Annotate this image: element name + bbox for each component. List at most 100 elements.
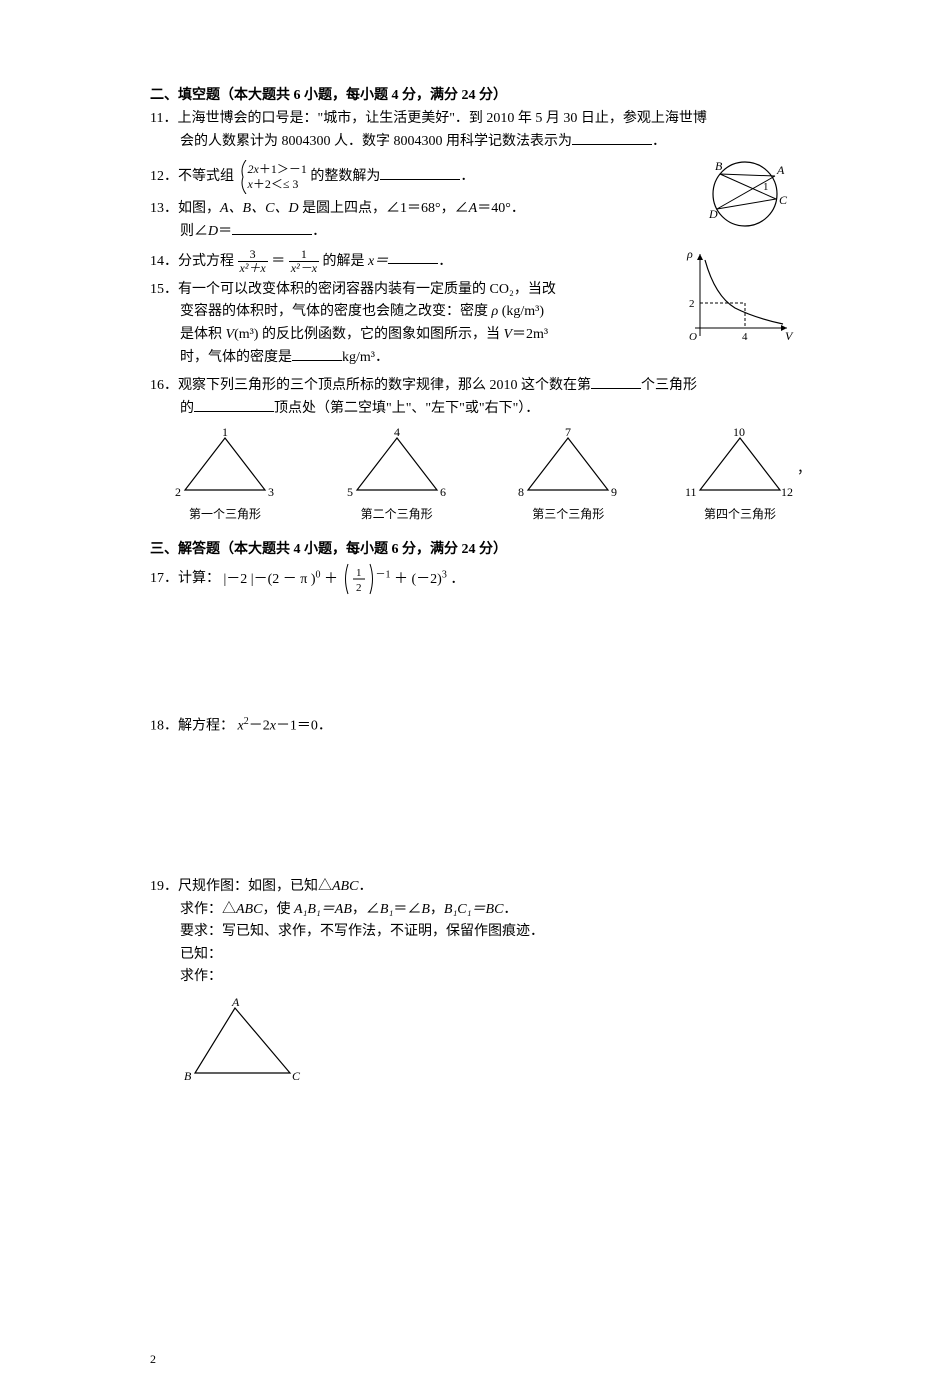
- svg-text:2: 2: [175, 485, 181, 499]
- q17-num: 17．: [150, 572, 178, 587]
- tri-1: 1 2 3 第一个三角形: [170, 428, 280, 522]
- q15-l3b: V: [226, 327, 235, 342]
- q14-pre: 分式方程: [178, 253, 234, 268]
- q13-end: ．: [312, 224, 326, 239]
- svg-text:B: B: [715, 159, 723, 173]
- q12-sysbot: x＋2＜≤ 3: [248, 177, 299, 191]
- svg-text:11: 11: [685, 485, 697, 499]
- section3-header: 三、解答题（本大题共 4 小题，每小题 6 分，满分 24 分）: [150, 538, 795, 558]
- q13-l1e: ＝40°．: [477, 201, 525, 216]
- section2-header: 二、填空题（本大题共 6 小题，每小题 4 分，满分 24 分）: [150, 84, 795, 104]
- q15-l2c: (kg/m³): [498, 304, 544, 319]
- q16-blank1: [591, 374, 641, 389]
- svg-text:3: 3: [268, 485, 274, 499]
- q15-l2a: 变容器的体积时，气体的密度也会随之改变：密度: [180, 304, 492, 319]
- q13-l1c: 是圆上四点，∠1＝68°，∠: [299, 201, 469, 216]
- q13-l2a: 则∠: [180, 224, 208, 239]
- svg-text:5: 5: [347, 485, 353, 499]
- q18-label: 解方程：: [178, 719, 234, 734]
- q19-l2k: ．: [503, 902, 517, 917]
- svg-text:6: 6: [440, 485, 446, 499]
- q14-xeq: x＝: [368, 253, 388, 268]
- q19-l2a: 求作：△: [180, 902, 236, 917]
- q13-l2b: D: [208, 224, 218, 239]
- q11-l1: 上海世博会的口号是："城市，让生活更美好"．到 2010 年 5 月 30 日止…: [177, 111, 706, 126]
- q13-num: 13．: [150, 201, 178, 216]
- svg-text:ρ: ρ: [686, 248, 693, 261]
- q12-post: 的整数解为: [310, 169, 380, 184]
- q13: 13．如图，A、B、C、D 是圆上四点，∠1＝68°，∠A＝40°． 则∠D＝．: [150, 198, 795, 244]
- q18: 18．解方程： x2－2x－1＝0．: [150, 714, 795, 738]
- q19-l2b: ABC: [236, 902, 262, 917]
- svg-text:4: 4: [742, 331, 748, 343]
- q19: 19．尺规作图：如图，已知△ABC． 求作：△ABC，使 A₁B₁＝AB，∠B₁…: [150, 876, 795, 1096]
- svg-text:8: 8: [518, 485, 524, 499]
- q11: 11．上海世博会的口号是："城市，让生活更美好"．到 2010 年 5 月 30…: [150, 108, 795, 154]
- q19-l5: 求作：: [150, 966, 795, 988]
- q15: 15．有一个可以改变体积的密闭容器内装有一定质量的 CO₂，当改 变容器的体积时…: [150, 279, 630, 370]
- q12-systop: 2x＋1＞－1: [248, 162, 307, 176]
- tri-4: 10 11 12 第四个三角形 ，: [685, 428, 795, 522]
- q15-num: 15．: [150, 282, 178, 297]
- brace-icon: [238, 160, 248, 194]
- q13-blank: [232, 220, 312, 235]
- q11-l2: 会的人数累计为 8004300 人．数字 8004300 用科学记数法表示为: [180, 134, 572, 149]
- q16-l2b: 顶点处（第二空填"上"、"左下"或"右下"）．: [274, 401, 539, 416]
- svg-text:1: 1: [763, 181, 769, 193]
- svg-text:A: A: [776, 163, 785, 177]
- q14-num: 14．: [150, 253, 178, 268]
- q14: 14．分式方程 3x²＋x ＝ 1x²－x 的解是 x＝． ρ 2 4 O V: [150, 248, 795, 275]
- triangle-row: 1 2 3 第一个三角形 4 5 6 第二个三角形 7 8 9 第三个三角形: [170, 428, 795, 522]
- q19-l2h: B: [421, 902, 430, 917]
- q19-l2j: B₁C₁＝BC: [444, 902, 504, 917]
- tri3-cap: 第三个三角形: [513, 505, 623, 522]
- q19-l1b: ABC: [332, 879, 358, 894]
- q12-end: ．: [460, 169, 474, 184]
- q11-blank: [572, 130, 652, 145]
- q11-num: 11．: [150, 111, 177, 126]
- q19-triangle-figure: A B C: [150, 998, 795, 1096]
- q16-comma: ，: [797, 458, 811, 478]
- q15-l3c: (m³) 的反比例函数，它的图象如图所示，当: [234, 327, 503, 342]
- tri-2: 4 5 6 第二个三角形: [342, 428, 452, 522]
- q17-expr: |－2 |－(2 － π )0 ＋ 1 2 －1 ＋ (－2)3 ．: [224, 572, 465, 587]
- svg-text:B: B: [184, 1069, 192, 1083]
- q12: 12．不等式组 2x＋1＞－1 x＋2＜≤ 3 的整数解为． B A C D 1: [150, 160, 795, 194]
- q16: 16．观察下列三角形的三个顶点所标的数字规律，那么 2010 这个数在第个三角形…: [150, 374, 795, 421]
- svg-text:4: 4: [394, 428, 400, 439]
- q18-num: 18．: [150, 719, 178, 734]
- q18-rest: －2x－1＝0．: [249, 719, 332, 734]
- tri-3: 7 8 9 第三个三角形: [513, 428, 623, 522]
- q19-l3: 要求：写已知、求作，不写作法，不证明，保留作图痕迹．: [150, 921, 795, 943]
- svg-text:7: 7: [565, 428, 571, 439]
- svg-text:A: A: [231, 998, 240, 1009]
- q14-eq: ＝: [271, 253, 285, 268]
- page-number: 2: [150, 1352, 156, 1367]
- q13-l1d: A: [469, 201, 478, 216]
- q16-l2: 的: [180, 401, 194, 416]
- q16-blank2: [194, 397, 274, 412]
- q15-l4a: 时，气体的密度是: [180, 350, 292, 365]
- q17-label: 计算：: [178, 572, 220, 587]
- svg-text:1: 1: [356, 567, 362, 579]
- tri4-cap: 第四个三角形: [685, 505, 795, 522]
- svg-text:12: 12: [781, 485, 793, 499]
- svg-text:1: 1: [222, 428, 228, 439]
- q16-num: 16．: [150, 378, 178, 393]
- q14-blank: [388, 249, 438, 264]
- q14-f2n: 1: [289, 248, 319, 262]
- q13-l1a: 如图，: [178, 201, 220, 216]
- q15-l4b: kg/m³．: [342, 350, 389, 365]
- q14-end: ．: [438, 253, 452, 268]
- q19-l4: 已知：: [150, 944, 795, 966]
- q19-l2g: ＝∠: [393, 902, 421, 917]
- q14-post: 的解是: [323, 253, 369, 268]
- q11-end: ．: [652, 134, 666, 149]
- svg-text:2: 2: [689, 298, 695, 310]
- q16-l1b: 个三角形: [641, 378, 697, 393]
- q13-l1b: A、B、C、D: [220, 201, 299, 216]
- q12-pre: 不等式组: [178, 169, 234, 184]
- q15-blank: [292, 346, 342, 361]
- q15-l3e: ＝2m³: [512, 327, 548, 342]
- q14-f2d: x²－x: [289, 262, 319, 275]
